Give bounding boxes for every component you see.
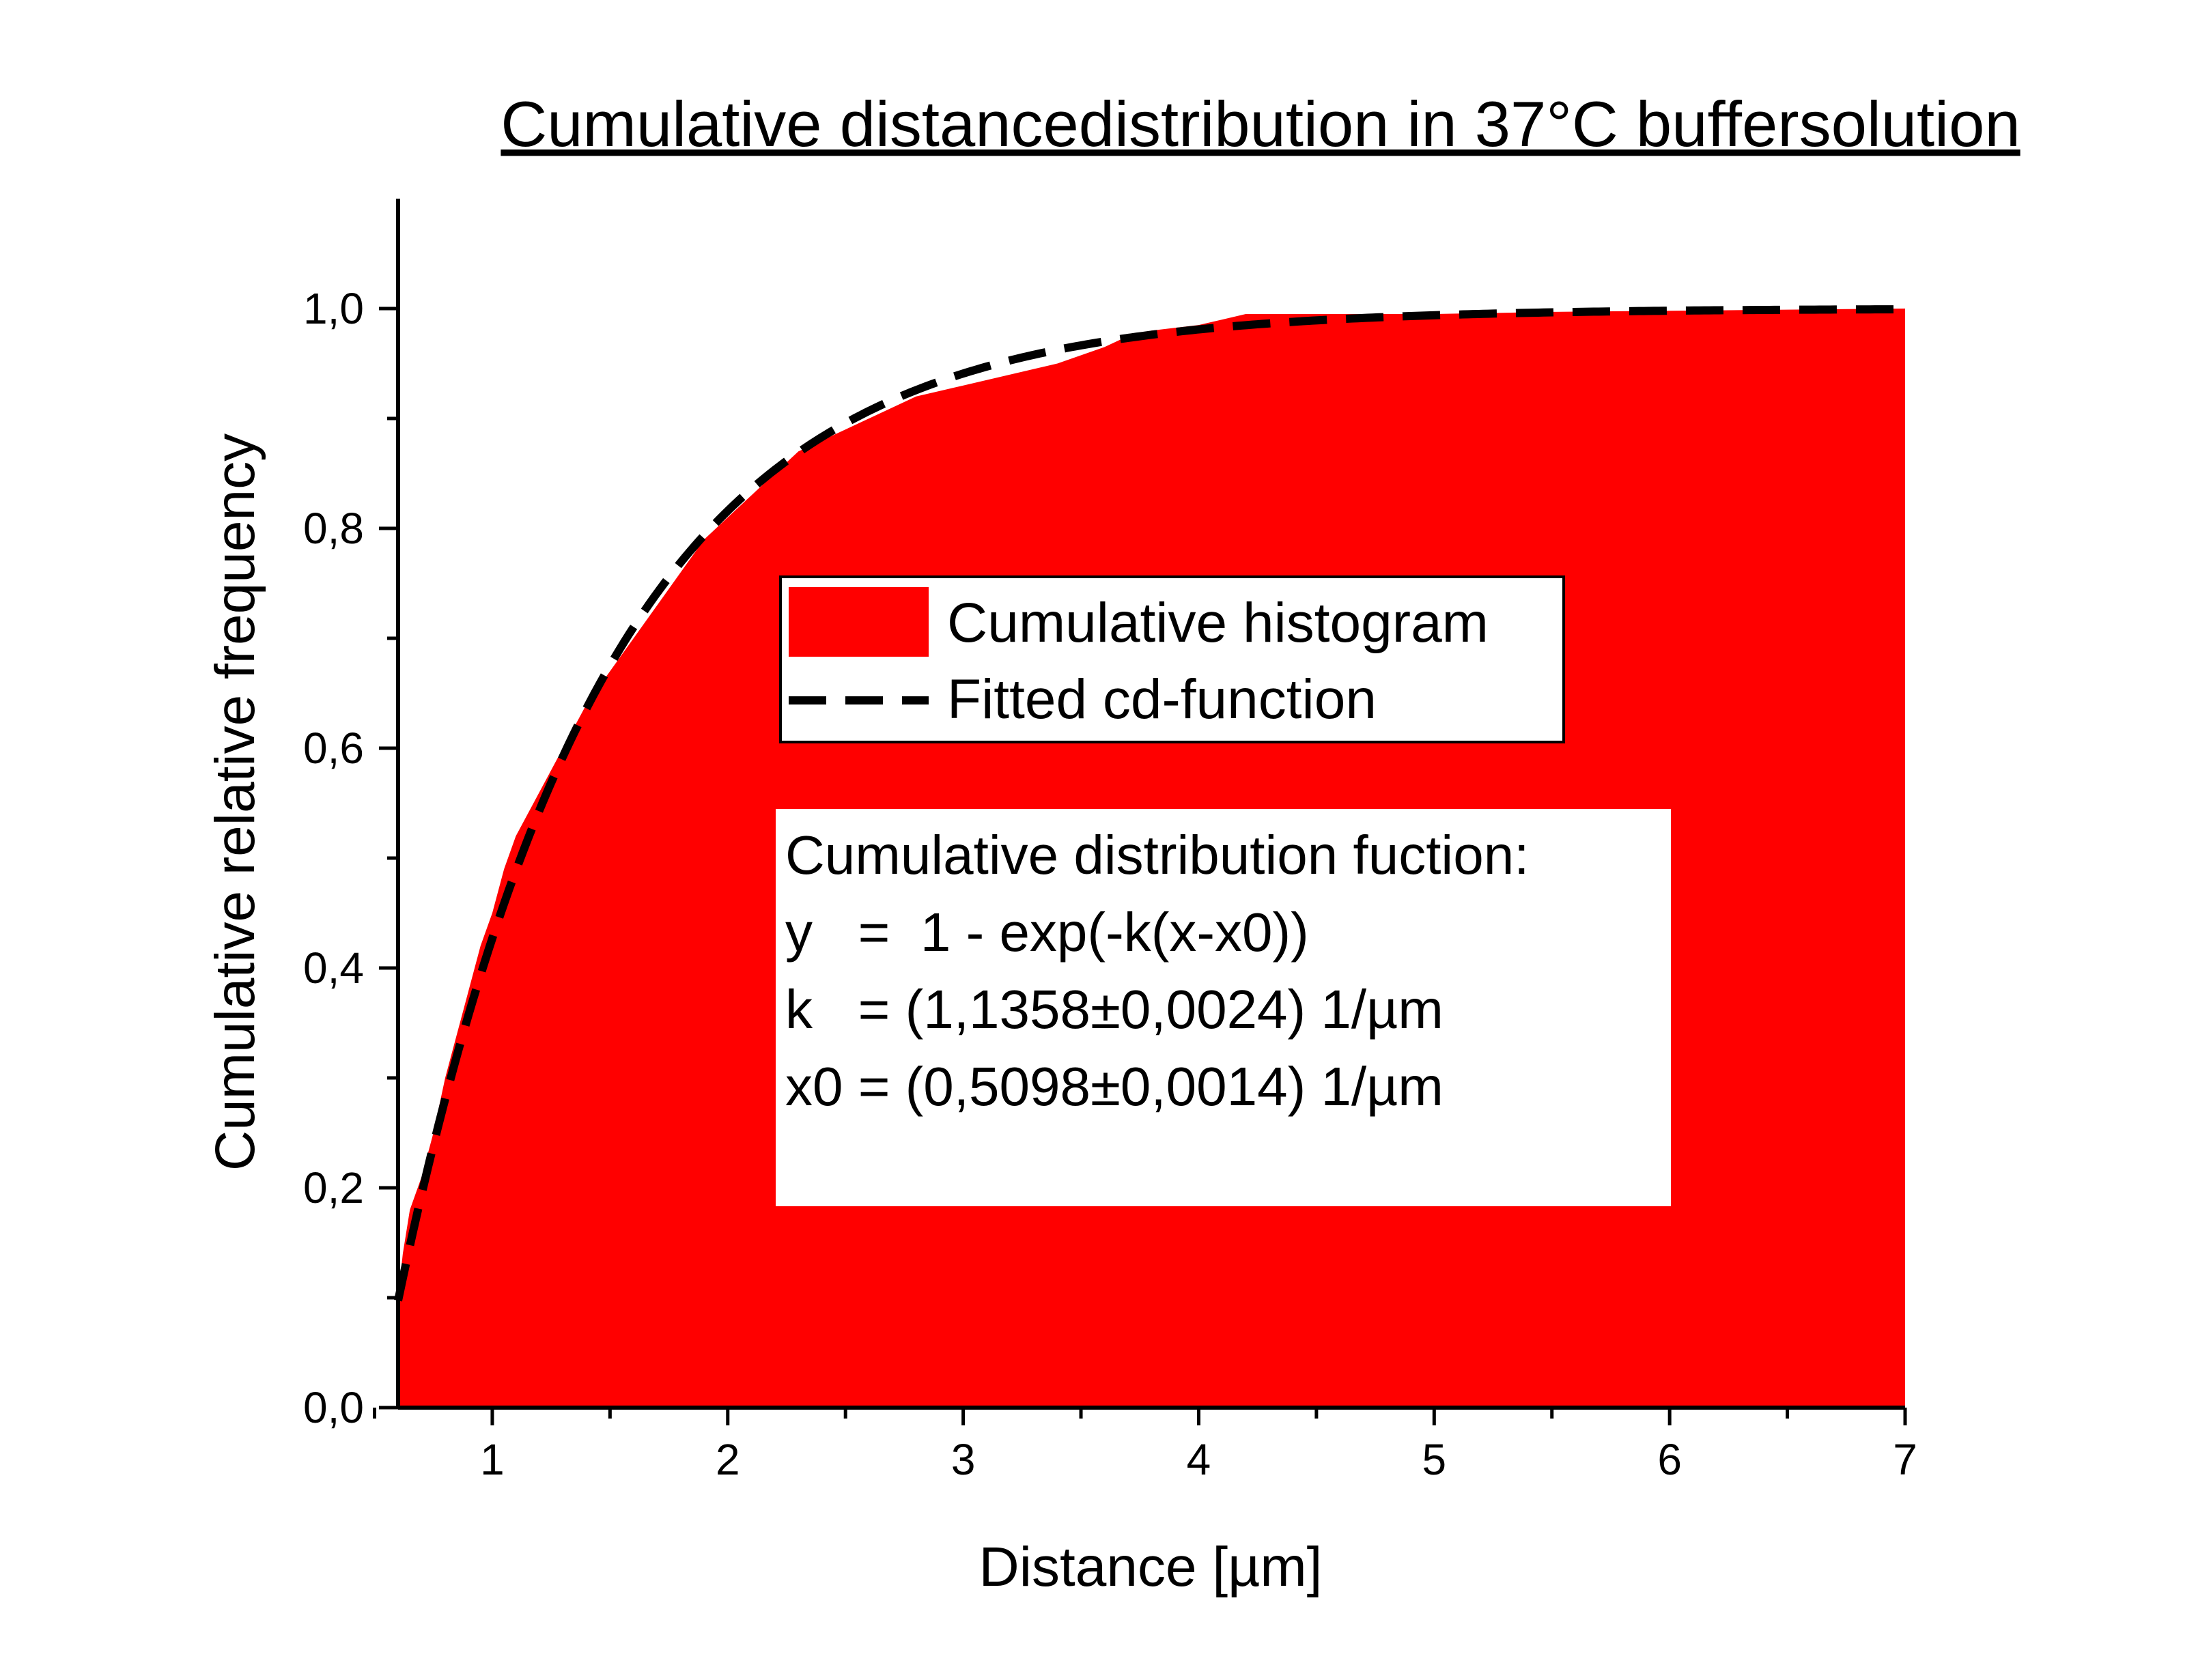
formula-box	[776, 809, 1671, 1206]
y-tick-label: 0,4	[303, 943, 364, 993]
x-tick-label: 1	[480, 1435, 505, 1484]
y-axis-title: Cumulative relative frequency	[204, 433, 266, 1171]
x-tick-label: 5	[1422, 1435, 1447, 1484]
y-tick-label: 0,8	[303, 504, 364, 553]
formula-line-k: k = (1,1358±0,0024) 1/µm	[785, 979, 1444, 1040]
x-tick-label: 4	[1187, 1435, 1211, 1484]
formula-line-heading: Cumulative distribution fuction:	[785, 825, 1529, 885]
x-axis-title: Distance [µm]	[979, 1536, 1323, 1598]
x-tick-label: 2	[716, 1435, 740, 1484]
x-tick-label: 7	[1893, 1435, 1917, 1484]
legend-histogram-swatch	[789, 587, 929, 657]
y-tick-group: 0,0 0,2 0,4 0,6 0,8 1,0	[303, 284, 398, 1432]
fitted-curve	[394, 305, 1906, 1302]
legend-fit-label: Fitted cd-function	[947, 668, 1377, 730]
x-tick-group: 1 2 3 4 5 6 7	[373, 1408, 1917, 1484]
legend: Cumulative histogram Fitted cd-function	[779, 575, 1565, 743]
fit-layer	[394, 305, 1906, 1302]
chart-title: Cumulative distancedistribution in 37°C …	[501, 88, 2020, 160]
formula-annotation: Cumulative distribution fuction: y = 1 -…	[776, 809, 1671, 1206]
x-tick-label: 6	[1657, 1435, 1682, 1484]
y-tick-label: 0,0	[303, 1383, 364, 1432]
formula-line-equation: y = 1 - exp(-k(x-x0))	[785, 902, 1309, 963]
legend-histogram-label: Cumulative histogram	[947, 592, 1489, 654]
y-tick-label: 0,2	[303, 1163, 364, 1212]
formula-line-x0: x0 = (0,5098±0,0014) 1/µm	[785, 1056, 1444, 1117]
x-tick-label: 3	[951, 1435, 976, 1484]
y-tick-label: 1,0	[303, 284, 364, 333]
y-tick-label: 0,6	[303, 724, 364, 773]
